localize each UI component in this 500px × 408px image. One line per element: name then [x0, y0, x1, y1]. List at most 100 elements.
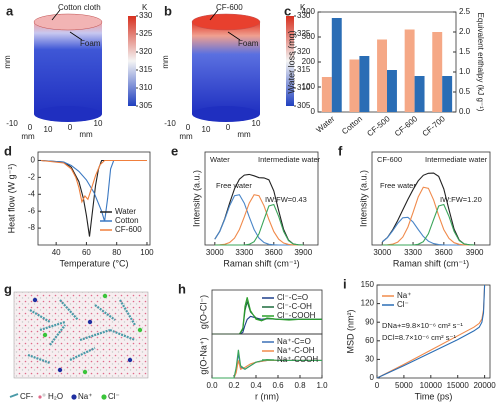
line-series — [40, 159, 147, 204]
cylinder-base — [192, 106, 260, 122]
colorbar-tick-label: 320 — [297, 47, 311, 56]
colorbar-tick-label: 305 — [139, 101, 153, 110]
x-tick-label: 1.0 — [316, 381, 328, 390]
annotation: CF-600 — [377, 155, 402, 164]
x-tick-label: 40 — [52, 248, 61, 257]
arrow — [51, 9, 61, 21]
y2-tick-label: 0.5 — [459, 87, 471, 96]
y2-axis-label: Equivalent enthalpy (kJ g⁻¹) — [476, 13, 485, 112]
bar — [442, 76, 453, 112]
legend-label: Cl⁻-C-OH — [277, 302, 312, 311]
x-tick-label: 0.8 — [294, 381, 306, 390]
panel-letter: c — [284, 3, 291, 18]
y-axis-label: MSD (nm²) — [345, 310, 355, 354]
legend-label: Cl⁻-COOH — [277, 311, 316, 320]
y-tick-label: 60 — [365, 336, 374, 345]
x-tick-label: 3000 — [206, 248, 224, 257]
x-axis-label: r (nm) — [255, 391, 279, 401]
colorbar-tick-label: 310 — [139, 83, 153, 92]
axis-label: mm — [179, 132, 193, 141]
line-series — [212, 297, 322, 335]
line-series — [214, 194, 304, 246]
axis-label: mm — [79, 130, 93, 139]
x-tick-label: Cotton — [340, 114, 364, 136]
y-tick-label: 0 — [370, 373, 375, 382]
colorbar-tick-label: 325 — [297, 29, 311, 38]
legend-label: CF-600 — [115, 225, 142, 234]
legend-label: Na⁺ — [78, 392, 92, 401]
simulation-legend-icons — [9, 393, 107, 400]
arrow — [69, 31, 83, 41]
axis-tick-label: -10 — [6, 119, 18, 128]
plot-frame — [204, 151, 319, 246]
colorbar — [286, 16, 294, 106]
annotation: CF-600 — [216, 3, 243, 12]
x-tick-label: 0 — [375, 381, 380, 390]
axis-tick-label: 10 — [44, 125, 53, 134]
y-axis-label: Intensity (a.u.) — [358, 170, 368, 227]
x-tick-label: 0.2 — [228, 381, 240, 390]
x-tick-label: 3300 — [404, 248, 422, 257]
x-tick-label: 20000 — [473, 381, 496, 390]
line-series — [382, 186, 475, 246]
y2-tick-label: 0.0 — [459, 107, 471, 116]
legend-label: Na⁺-C-OH — [277, 346, 315, 355]
x-tick-label: CF-500 — [365, 114, 392, 138]
panel-letter: d — [4, 143, 12, 158]
bar — [432, 32, 443, 112]
bar — [414, 76, 425, 112]
colorbar-unit: K — [142, 3, 148, 12]
axis-tick-label: 10 — [202, 125, 211, 134]
legend-label: Cl⁻ — [108, 392, 120, 401]
y-tick-label: 30 — [365, 355, 374, 364]
plot-frame — [371, 151, 491, 246]
x-tick-label: 3900 — [294, 248, 312, 257]
y2-tick-label: 2.0 — [459, 27, 471, 36]
annotation: Water — [210, 155, 230, 164]
y-tick-label: 100 — [302, 82, 316, 91]
bar — [349, 59, 360, 112]
colorbar-tick-label: 320 — [139, 47, 153, 56]
y-tick-label: 90 — [365, 317, 374, 326]
axis-tick-label: 10 — [94, 119, 103, 128]
colorbar-tick-label: 315 — [139, 65, 153, 74]
annotation: Foam — [238, 39, 259, 48]
annotation: IW:FW=1.20 — [440, 195, 482, 204]
annotation: Intermediate water — [425, 155, 488, 164]
line-series — [376, 284, 486, 379]
annotation: DNa+=9.8×10⁻⁶ cm² s⁻¹ — [382, 321, 463, 330]
legend-label: Cl⁻ — [397, 300, 409, 309]
panel-letter: h — [178, 281, 186, 296]
y-tick-label: -6 — [28, 206, 36, 215]
x-tick-label: 15000 — [447, 381, 470, 390]
x-tick-label: 5000 — [395, 381, 413, 390]
bar — [359, 56, 370, 112]
bar — [377, 39, 387, 112]
axis-label: mm — [21, 132, 35, 141]
arrow — [227, 31, 241, 41]
y-axis-label: g(O-Cl⁻) — [198, 295, 208, 329]
x-tick-label: 3000 — [373, 248, 391, 257]
line-series — [40, 159, 147, 222]
legend-label: CF- — [20, 392, 34, 401]
plot-frame — [376, 284, 491, 379]
axis-tick-label: -10 — [164, 119, 176, 128]
y-tick-label: 400 — [302, 7, 316, 16]
colorbar-tick-label: 310 — [297, 83, 311, 92]
bar — [331, 18, 342, 112]
legend-label: H₂O — [48, 392, 63, 401]
line-series — [212, 349, 322, 379]
colorbar-tick-label: 315 — [297, 65, 311, 74]
legend-label: Na⁺ — [397, 291, 411, 300]
axis-tick-label: 0 — [186, 123, 191, 132]
legend-label: Na⁺-C=O — [277, 337, 311, 346]
x-tick-label: CF-700 — [421, 114, 448, 138]
y-axis-label: g(O-Na⁺) — [198, 337, 208, 374]
legend-label: Na⁺-COOH — [277, 355, 318, 364]
y-tick-label: -8 — [28, 223, 36, 232]
cylinder-top — [33, 13, 103, 31]
x-axis-label: Raman shift (cm⁻¹) — [223, 258, 299, 268]
colorbar-tick-label: 330 — [139, 11, 153, 20]
axis-label: mm — [237, 130, 251, 139]
x-tick-label: 0.6 — [272, 381, 284, 390]
